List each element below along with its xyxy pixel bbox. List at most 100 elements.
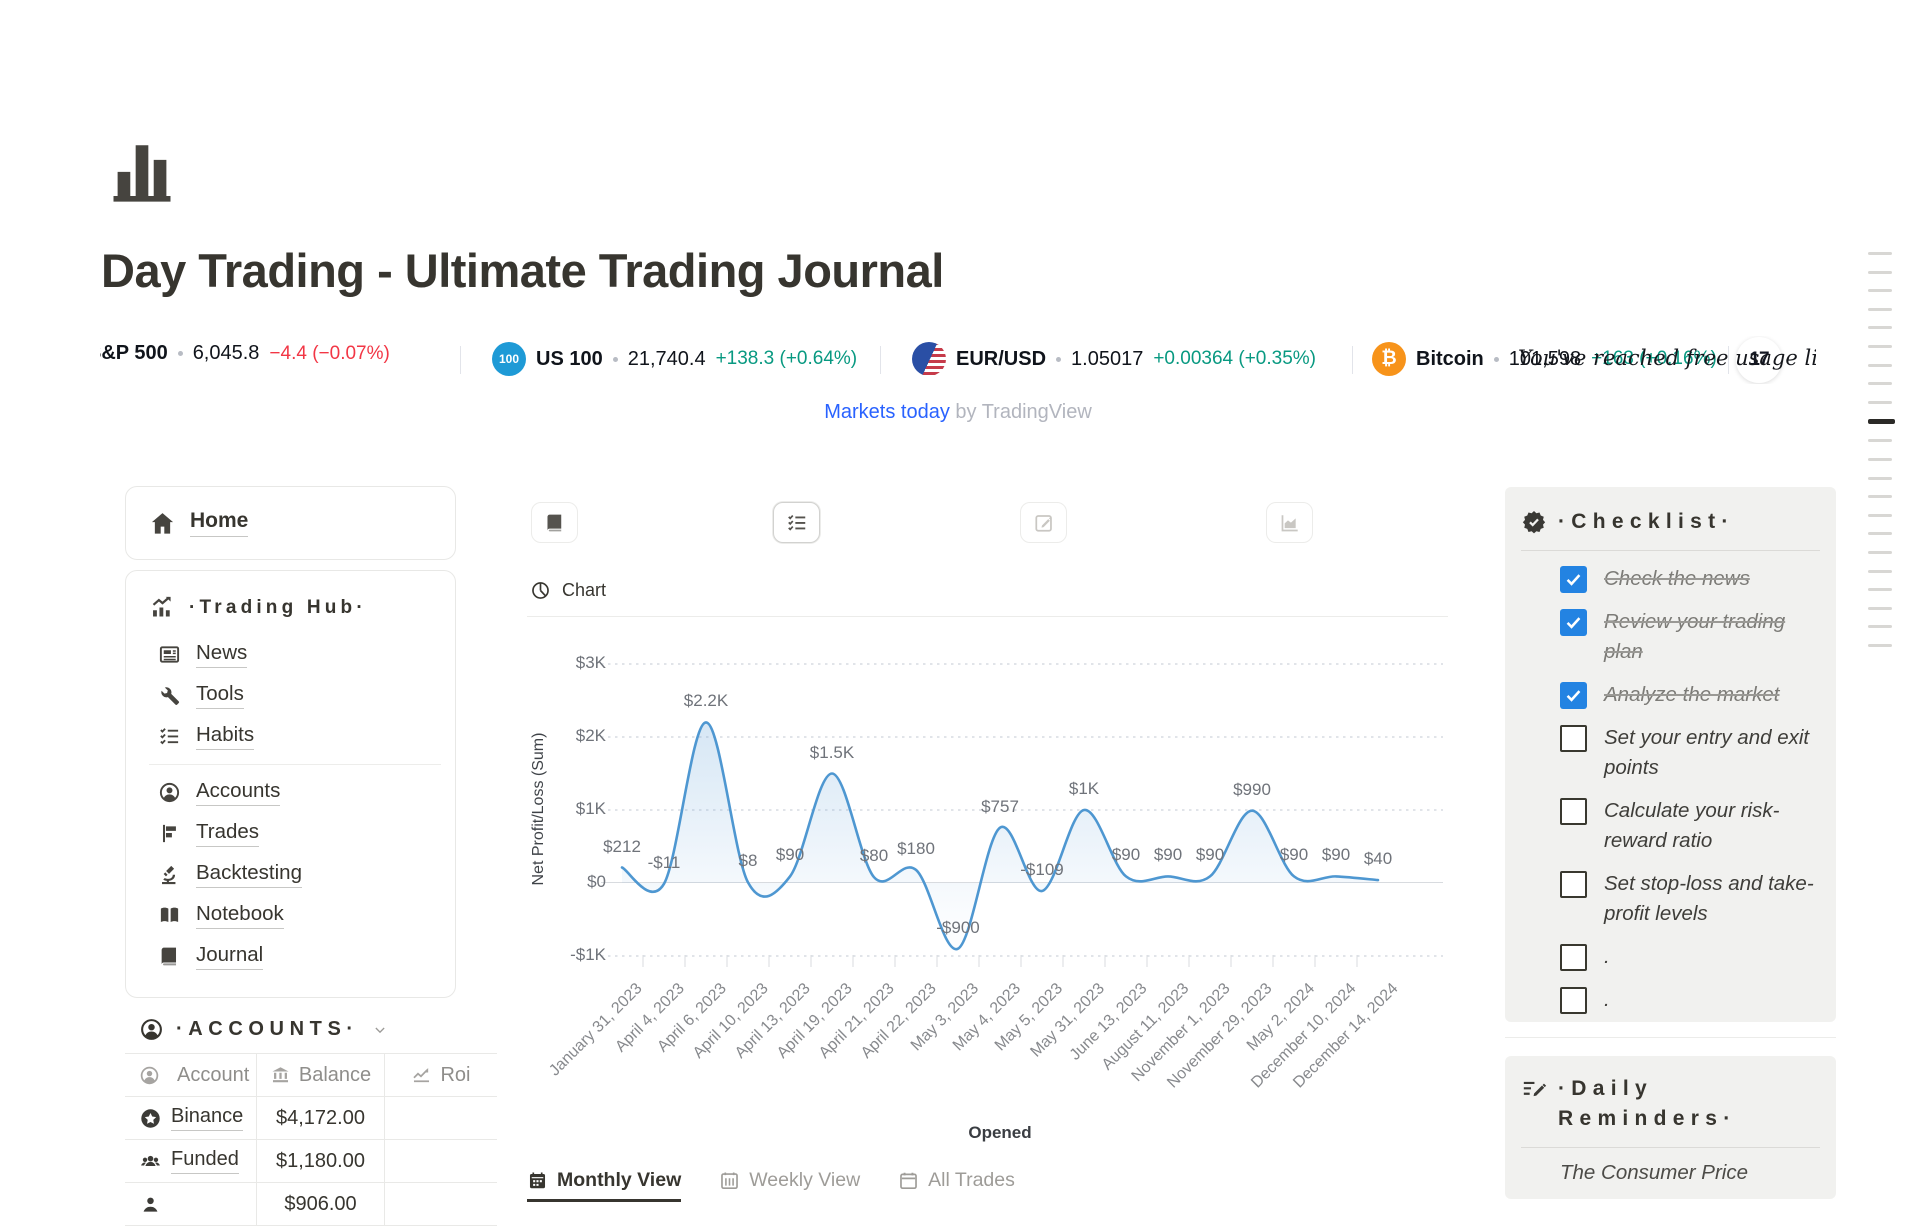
sidebar-item-trades[interactable]: Trades: [158, 813, 441, 854]
account-name[interactable]: Binance: [171, 1105, 244, 1132]
trading-hub-card: ·Trading Hub· News Tools Habits Accounts Tra…: [125, 570, 456, 998]
chart-section-title: Chart: [562, 580, 607, 600]
outline-dash: [1868, 495, 1892, 499]
page-outline-indicator[interactable]: [1868, 252, 1896, 663]
chart-section-header[interactable]: Chart: [530, 580, 606, 601]
account-name[interactable]: Funded: [171, 1148, 239, 1175]
outline-dash: [1868, 252, 1892, 255]
gridline: [601, 955, 1443, 957]
account-balance: $4,172.00: [276, 1106, 365, 1129]
attribution-suffix: by TradingView: [949, 401, 1092, 423]
toolbar-book-button[interactable]: [531, 502, 578, 543]
checkbox[interactable]: [1560, 944, 1587, 971]
data-point-label: $212: [603, 836, 641, 856]
toolbar-edit-square-button[interactable]: [1020, 502, 1067, 543]
sidebar-item-journal[interactable]: Journal: [158, 936, 441, 977]
ticker-item[interactable]: ₿ Bitcoin 101,598 +163 (+0.16%): [1372, 342, 1717, 376]
checklist-item: .: [1560, 942, 1820, 972]
ticker-item[interactable]: S&P 500 6,045.8 −4.4 (−0.07%): [100, 342, 390, 365]
checkbox[interactable]: [1560, 609, 1587, 636]
checkbox[interactable]: [1560, 725, 1587, 752]
tab-weekly-view[interactable]: Weekly View: [719, 1169, 860, 1202]
data-point-label: $80: [859, 846, 889, 866]
data-point-label: -$11: [647, 852, 681, 872]
checkbox[interactable]: [1560, 871, 1587, 898]
gridline: [601, 809, 1443, 811]
tab-all-trades[interactable]: All Trades: [898, 1169, 1015, 1202]
chevron-down-icon[interactable]: [371, 1021, 389, 1039]
data-point-label: $40: [1363, 849, 1393, 869]
checklist-item-label: Review your trading plan: [1604, 610, 1786, 663]
bank-icon: [270, 1065, 291, 1086]
sidebar-item-label[interactable]: Tools: [196, 682, 244, 710]
ticker-separator: [1352, 346, 1353, 374]
account-balance: $906.00: [284, 1192, 357, 1215]
daily-reminders-panel: ·Daily Reminders· The Consumer Price: [1505, 1056, 1836, 1199]
sidebar-item-news[interactable]: News: [158, 634, 441, 675]
checkbox[interactable]: [1560, 566, 1587, 593]
column-header-account[interactable]: Account: [125, 1054, 256, 1096]
checklist-item: Set your entry and exit points: [1560, 723, 1820, 783]
tab-monthly-view[interactable]: Monthly View: [527, 1169, 682, 1202]
trading-hub-header: ·Trading Hub·: [149, 594, 441, 621]
checkbox[interactable]: [1560, 798, 1587, 825]
sidebar-item-label[interactable]: Notebook: [196, 902, 284, 930]
section-divider: [527, 616, 1448, 617]
ticker-item[interactable]: EUR/USD 1.05017 +0.00364 (+0.35%): [912, 342, 1316, 376]
markets-today-link[interactable]: Markets today: [824, 401, 950, 423]
checklist-item: Set stop-loss and take-profit levels: [1560, 869, 1820, 929]
outline-dash: [1868, 476, 1892, 480]
ticker-item[interactable]: 100 US 100 21,740.4 +138.3 (+0.64%): [492, 342, 857, 376]
calendar-week-icon: [719, 1170, 740, 1191]
outline-dash: [1868, 307, 1892, 311]
sidebar-item-label[interactable]: Trades: [196, 820, 260, 848]
sidebar-item-label[interactable]: Backtesting: [196, 861, 302, 889]
sidebar-item-habits[interactable]: Habits: [158, 716, 441, 757]
toolbar-area-chart-button[interactable]: [1266, 502, 1313, 543]
accounts-icon: [139, 1017, 164, 1042]
person-icon: [139, 1193, 162, 1216]
daily-reminders-header: ·Daily Reminders·: [1521, 1074, 1820, 1134]
sidebar-item-label[interactable]: Journal: [196, 943, 264, 971]
home-label[interactable]: Home: [190, 509, 249, 537]
y-axis-tick-label: $1K: [575, 799, 606, 818]
y-axis-tick-label: -$1K: [570, 945, 606, 964]
outline-dash: [1868, 588, 1892, 592]
ticker-symbol: S&P 500: [100, 342, 168, 364]
sidebar-item-label[interactable]: News: [196, 641, 248, 669]
checkbox[interactable]: [1560, 682, 1587, 709]
checklist-item: Check the news: [1560, 564, 1820, 594]
usage-limit-notice: You've reached free usage limit !: [1518, 346, 1816, 370]
x-axis-title: Opened: [968, 1123, 1032, 1142]
tradingview-logo[interactable]: 17: [1736, 337, 1782, 383]
sidebar-item-notebook[interactable]: Notebook: [158, 895, 441, 936]
outline-dash: [1868, 458, 1892, 462]
table-row[interactable]: Binance $4,172.00: [125, 1097, 497, 1140]
table-row[interactable]: Funded $1,180.00: [125, 1140, 497, 1183]
accounts-section-header[interactable]: ·ACCOUNTS·: [139, 1017, 389, 1042]
data-point-label: $90: [1279, 845, 1309, 865]
checkbox[interactable]: [1560, 987, 1587, 1014]
sidebar-item-label[interactable]: Accounts: [196, 779, 281, 807]
outline-dash: [1868, 513, 1892, 517]
data-point-label: $90: [1153, 845, 1183, 865]
column-header-roi[interactable]: Roi: [384, 1054, 497, 1096]
table-row[interactable]: $906.00: [125, 1183, 497, 1226]
column-header-balance[interactable]: Balance: [256, 1054, 384, 1096]
ticker-change: +163 (+0.16%): [1591, 348, 1717, 369]
open-book-icon: [158, 904, 181, 927]
view-tabs: Monthly View Weekly View All Trades: [527, 1169, 1015, 1202]
sidebar-item-backtesting[interactable]: Backtesting: [158, 854, 441, 895]
checklist-icon: [786, 512, 808, 534]
sidebar-item-home[interactable]: Home: [125, 486, 456, 560]
sidebar-item-accounts[interactable]: Accounts: [158, 772, 441, 813]
sidebar-item-tools[interactable]: Tools: [158, 675, 441, 716]
sidebar-item-label[interactable]: Habits: [196, 723, 255, 751]
sidebar-divider: [149, 764, 441, 765]
outline-dash: [1868, 363, 1892, 367]
toolbar-checklist-button[interactable]: [773, 502, 820, 543]
data-point-label: $990: [1233, 779, 1271, 799]
outline-dash: [1868, 270, 1892, 274]
data-point-label: -$109: [1020, 859, 1064, 879]
tab-label: Monthly View: [557, 1169, 682, 1191]
